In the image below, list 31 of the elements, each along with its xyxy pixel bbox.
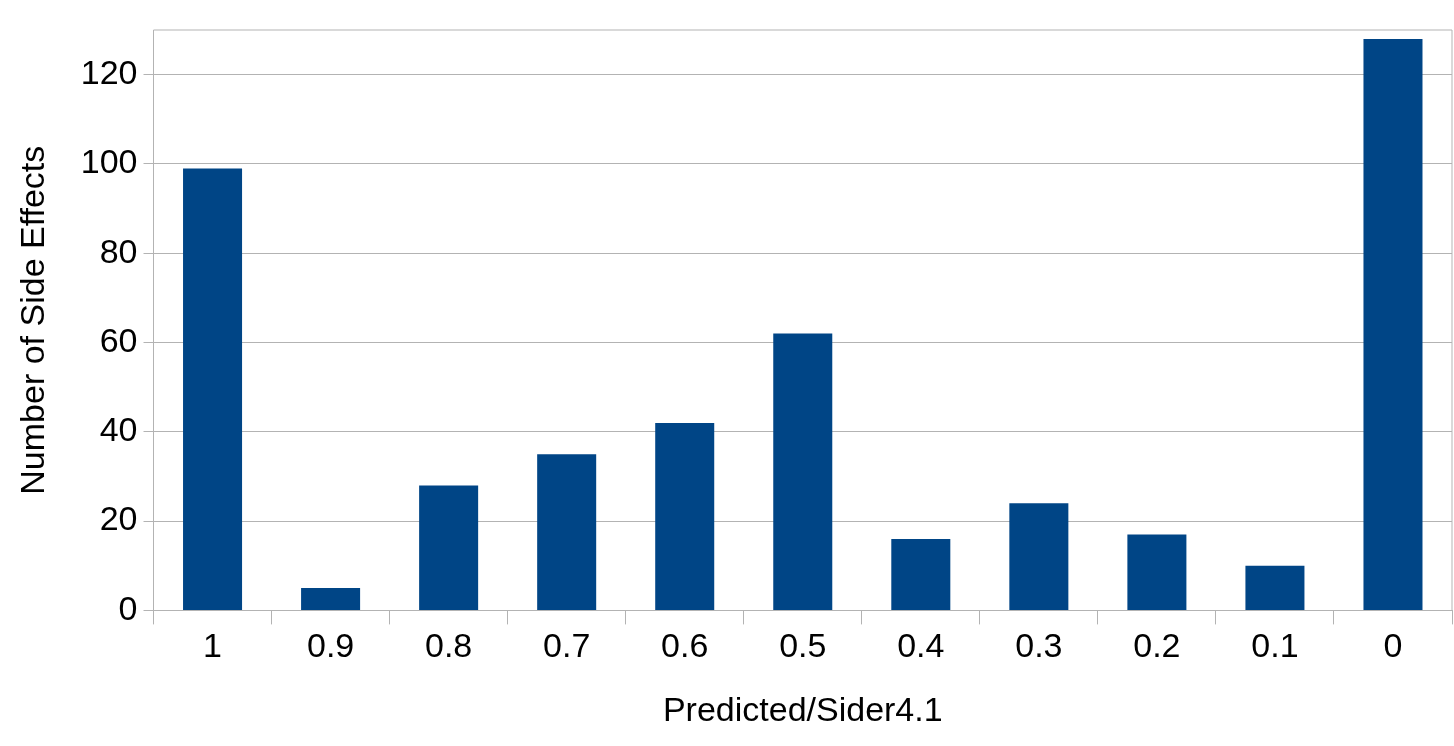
x-tick-label: 0.6 xyxy=(661,626,709,665)
x-tick-label: 0.5 xyxy=(779,626,827,665)
y-tick-label: 20 xyxy=(99,499,138,538)
x-tick-label: 0.9 xyxy=(306,626,355,665)
bar xyxy=(773,333,833,610)
bar xyxy=(301,588,361,610)
y-tick-label: 0 xyxy=(118,588,138,627)
y-tick-label: 60 xyxy=(99,320,138,359)
bar xyxy=(183,168,243,610)
bar xyxy=(1009,503,1069,610)
x-tick-label: 0 xyxy=(1383,626,1403,665)
x-axis-title: Predicted/Sider4.1 xyxy=(662,689,943,728)
y-tick-label: 100 xyxy=(80,142,138,181)
x-tick-label: 0.3 xyxy=(1015,626,1063,665)
bar xyxy=(1245,565,1305,610)
y-tick-label: 80 xyxy=(99,231,138,270)
x-tick-label: 0.8 xyxy=(425,626,473,665)
x-tick-label: 1 xyxy=(203,626,223,665)
y-tick-label: 40 xyxy=(99,410,138,449)
bar xyxy=(891,538,951,610)
y-axis-title: Number of Side Effects xyxy=(12,145,51,495)
x-tick-label: 0.7 xyxy=(543,626,591,665)
bar xyxy=(655,422,715,610)
x-tick-label: 0.2 xyxy=(1133,626,1181,665)
bar xyxy=(537,454,597,610)
bar xyxy=(1363,38,1423,610)
x-tick-label: 0.1 xyxy=(1251,626,1299,665)
x-tick-label: 0.4 xyxy=(897,626,945,665)
bar xyxy=(1127,534,1187,610)
bar xyxy=(419,485,479,610)
y-tick-label: 120 xyxy=(80,53,138,92)
